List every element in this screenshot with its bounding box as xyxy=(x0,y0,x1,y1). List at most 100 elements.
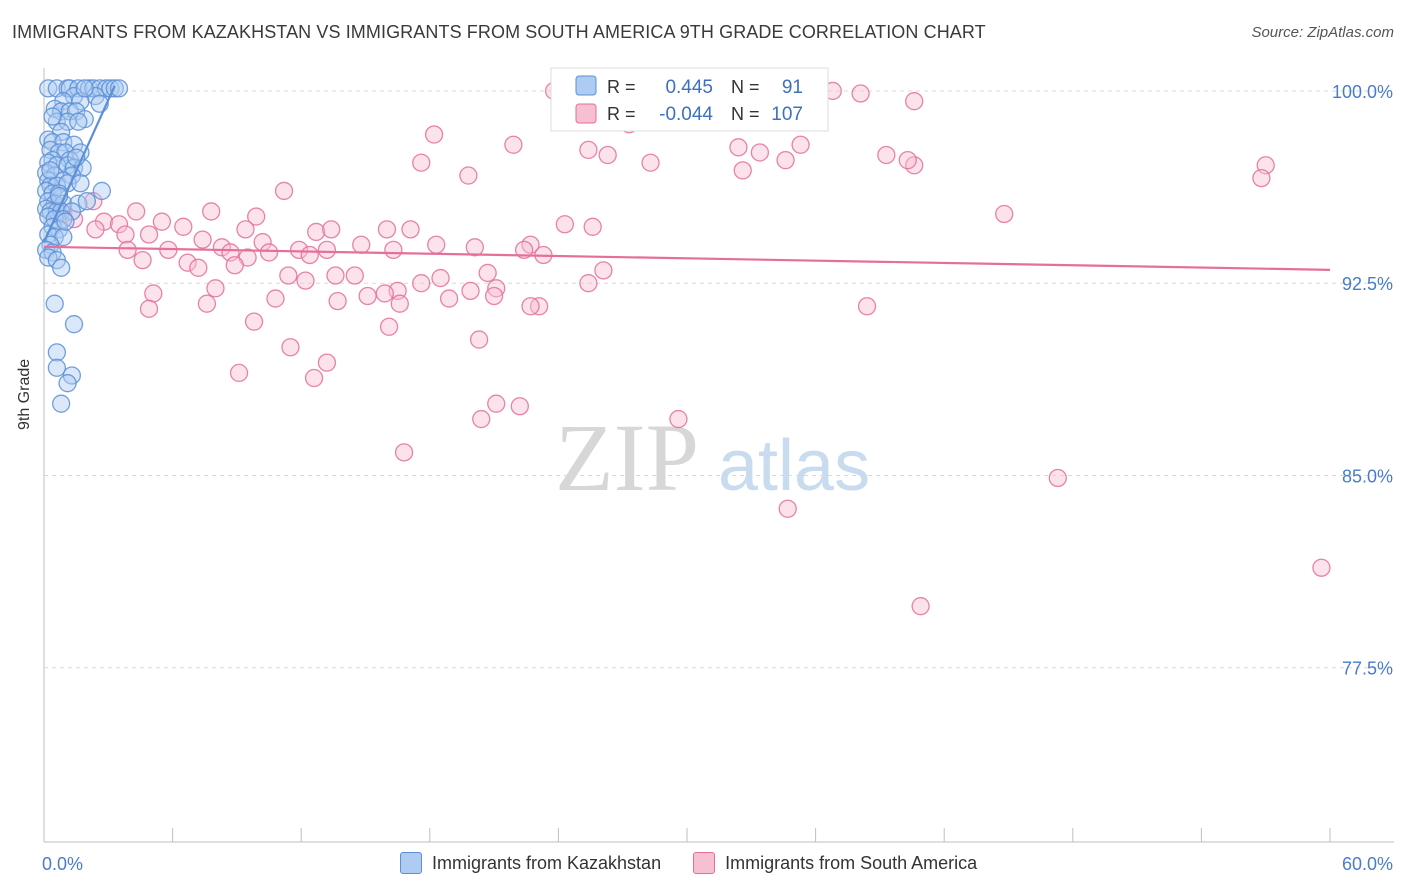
south-america-point-65 xyxy=(133,250,152,270)
south-america-point-107 xyxy=(1048,468,1067,488)
kazakhstan-point-77 xyxy=(51,258,71,277)
south-america-point-8 xyxy=(504,135,523,154)
south-america-point-80 xyxy=(594,261,613,280)
y-tick-label-0: 100.0% xyxy=(1332,82,1393,102)
south-america-point-38 xyxy=(322,220,341,239)
south-america-point-33 xyxy=(109,215,129,234)
kazakhstan-point-58 xyxy=(77,192,97,211)
south-america-point-12 xyxy=(750,143,770,162)
south-america-point-97 xyxy=(469,330,489,349)
south-america-point-9 xyxy=(579,140,598,160)
south-america-point-109 xyxy=(1312,558,1331,577)
south-america-point-110 xyxy=(911,597,930,616)
south-america-point-47 xyxy=(193,230,212,249)
legend-swatch-kazakhstan xyxy=(400,852,422,874)
south-america-point-45 xyxy=(116,225,135,244)
south-america-point-101 xyxy=(304,368,324,388)
kazakhstan-point-85 xyxy=(41,161,60,180)
south-america-point-59 xyxy=(118,240,137,260)
legend-swatch-blue xyxy=(575,75,597,96)
kazakhstan-point-53 xyxy=(92,181,112,201)
kazakhstan-point-88 xyxy=(56,212,75,231)
south-america-point-81 xyxy=(144,284,163,303)
south-america-point-69 xyxy=(279,266,298,285)
x-tick-label-0: 0.0% xyxy=(42,854,83,874)
legend-pink-n-label: N = xyxy=(731,104,760,124)
south-america-point-41 xyxy=(555,215,574,234)
y-tick-label-2: 85.0% xyxy=(1342,466,1393,486)
south-america-point-86 xyxy=(328,291,347,311)
south-america-point-66 xyxy=(178,253,197,272)
south-america-point-63 xyxy=(259,243,279,262)
south-america-point-98 xyxy=(281,338,300,357)
south-america-point-7 xyxy=(424,125,444,144)
kazakhstan-point-81 xyxy=(47,358,67,377)
south-america-point-36 xyxy=(236,220,255,239)
legend-blue-r-value: 0.445 xyxy=(665,77,713,98)
south-america-point-51 xyxy=(317,240,337,260)
watermark: ZIP atlas xyxy=(555,404,870,511)
south-america-point-48 xyxy=(212,238,232,257)
south-america-point-79 xyxy=(579,274,598,293)
south-america-point-70 xyxy=(296,271,315,290)
legend-item-south-america: Immigrants from South America xyxy=(693,852,977,874)
south-america-point-83 xyxy=(197,294,217,313)
south-america-point-26 xyxy=(247,207,266,226)
south-america-point-13 xyxy=(877,145,896,165)
south-america-point-42 xyxy=(583,217,602,236)
south-america-point-72 xyxy=(345,266,364,285)
south-america-point-96 xyxy=(379,317,399,336)
kazakhstan-point-24 xyxy=(69,112,88,131)
south-america-point-108 xyxy=(778,499,797,518)
south-america-point-103 xyxy=(510,397,529,416)
south-america-point-23 xyxy=(1252,168,1271,188)
south-america-point-64 xyxy=(300,245,319,265)
y-tick-label-3: 77.5% xyxy=(1342,659,1393,679)
south-america-point-75 xyxy=(431,268,450,288)
south-america-point-39 xyxy=(377,220,397,239)
legend-pink-r-value: -0.044 xyxy=(659,104,713,125)
watermark-atlas: atlas xyxy=(718,426,870,506)
legend-blue-n-label: N = xyxy=(731,77,760,97)
legend-blue-n-value: 91 xyxy=(782,77,803,98)
series-kazakhstan xyxy=(36,79,129,413)
south-america-point-71 xyxy=(326,266,345,285)
kazakhstan-trendline xyxy=(42,85,116,243)
south-america-point-99 xyxy=(317,353,337,372)
south-america-point-19 xyxy=(733,161,752,180)
south-america-point-21 xyxy=(459,166,478,185)
south-america-point-5 xyxy=(905,92,924,111)
south-america-point-16 xyxy=(641,153,660,172)
south-america-point-88 xyxy=(375,284,394,303)
kazakhstan-point-90 xyxy=(43,107,62,126)
south-america-trendline xyxy=(43,245,1331,271)
x-tick-label-1: 60.0% xyxy=(1342,854,1393,874)
kazakhstan-point-78 xyxy=(45,294,64,313)
south-america-point-10 xyxy=(729,138,748,157)
stats-legend: R = 0.445 N = 91 R = -0.044 N = 107 xyxy=(550,67,829,132)
legend-pink-r-label: R = xyxy=(607,104,636,124)
kazakhstan-point-84 xyxy=(51,394,71,413)
legend-pink-n-value: 107 xyxy=(771,104,803,125)
legend-label-south-america: Immigrants from South America xyxy=(725,852,978,873)
y-tick-label-1: 92.5% xyxy=(1342,274,1393,294)
kazakhstan-point-89 xyxy=(75,79,94,98)
kazakhstan-point-83 xyxy=(58,374,77,393)
south-america-point-87 xyxy=(358,286,377,306)
south-america-point-46 xyxy=(139,225,159,244)
south-america-point-93 xyxy=(521,297,540,316)
south-america-point-55 xyxy=(465,238,484,257)
trendlines xyxy=(42,85,1331,271)
kazakhstan-point-80 xyxy=(47,343,67,362)
south-america-point-4 xyxy=(851,84,870,103)
kazakhstan-point-49 xyxy=(71,174,90,193)
axes xyxy=(43,68,1394,843)
south-america-point-67 xyxy=(189,258,208,277)
south-america-point-37 xyxy=(307,222,326,242)
south-america-point-68 xyxy=(225,256,244,275)
legend-item-kazakhstan: Immigrants from Kazakhstan xyxy=(400,852,661,874)
south-america-point-15 xyxy=(776,151,795,170)
kazakhstan-point-79 xyxy=(64,315,84,334)
south-america-point-82 xyxy=(206,279,225,298)
chart-title: IMMIGRANTS FROM KAZAKHSTAN VS IMMIGRANTS… xyxy=(12,22,986,42)
